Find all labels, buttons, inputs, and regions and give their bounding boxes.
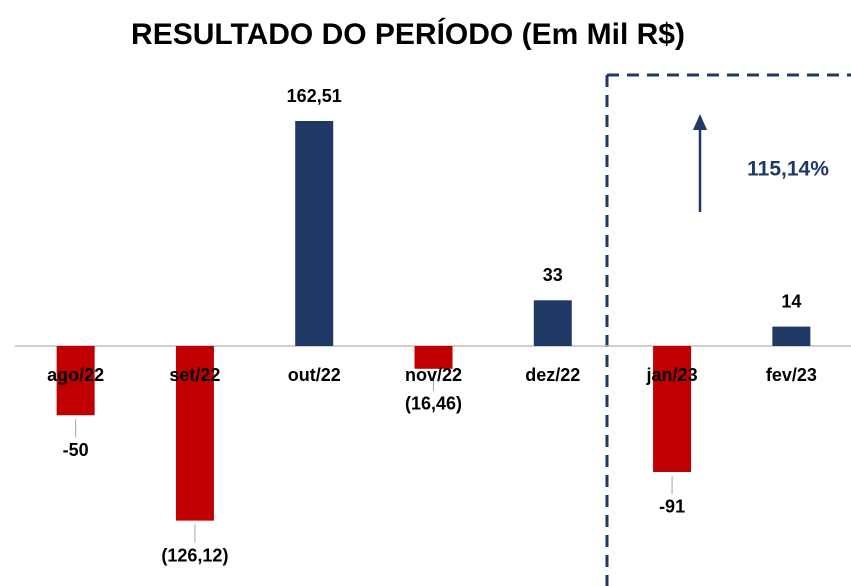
bar: [295, 121, 334, 346]
bar: [772, 326, 811, 346]
value-label: 33: [543, 265, 563, 285]
bar: [653, 346, 692, 472]
highlight-box: [605, 73, 851, 586]
bar: [533, 300, 572, 346]
bar: [175, 346, 214, 521]
x-tick-label: dez/22: [525, 365, 580, 385]
x-tick-label: nov/22: [405, 365, 462, 385]
x-tick-label: out/22: [288, 365, 341, 385]
trend-arrow-head: [693, 114, 707, 130]
x-tick-label: fev/23: [766, 365, 817, 385]
x-tick-label: set/22: [169, 365, 220, 385]
value-label: -91: [659, 497, 685, 517]
value-label: (126,12): [161, 545, 228, 565]
chart-title: RESULTADO DO PERÍODO (Em Mil R$): [131, 17, 685, 51]
annotation: 115,14%: [747, 158, 829, 181]
value-label: 14: [781, 291, 801, 311]
bar: [56, 346, 95, 416]
bar: [414, 346, 453, 369]
x-tick-label: ago/22: [47, 365, 104, 385]
value-label: -50: [63, 440, 89, 460]
x-tick-label: jan/23: [646, 365, 698, 385]
value-label: (16,46): [405, 394, 462, 414]
value-label: 162,51: [287, 86, 342, 106]
